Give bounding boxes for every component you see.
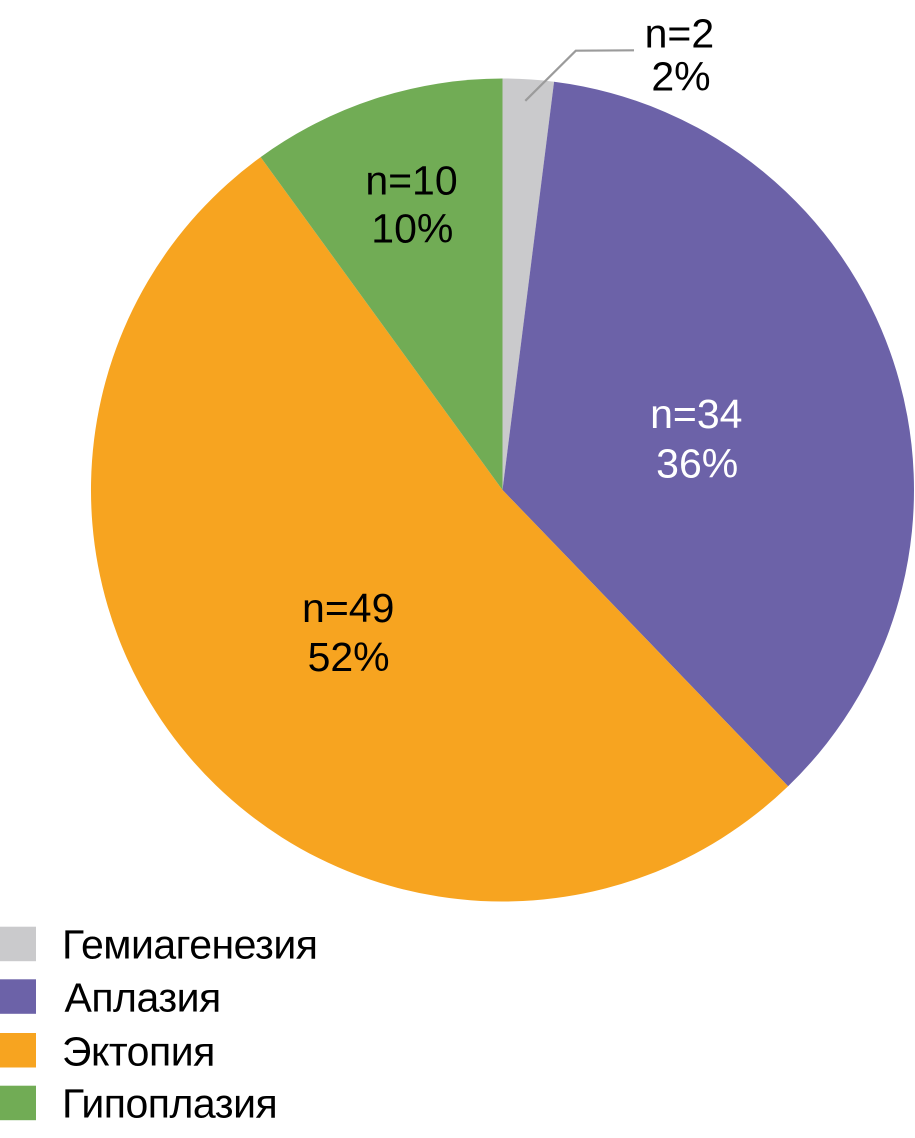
- svg-text:Гипоплазия: Гипоплазия: [62, 1081, 277, 1127]
- svg-text:n=34: n=34: [650, 391, 742, 437]
- svg-text:n=10: n=10: [365, 157, 457, 203]
- svg-text:Аплазия: Аплазия: [65, 974, 221, 1020]
- svg-text:2%: 2%: [651, 54, 710, 100]
- svg-text:Эктопия: Эктопия: [62, 1029, 215, 1075]
- svg-text:Гемиагенезия: Гемиагенезия: [62, 922, 317, 968]
- svg-text:n=49: n=49: [302, 585, 394, 631]
- svg-text:52%: 52%: [308, 634, 390, 680]
- svg-text:n=2: n=2: [645, 11, 715, 57]
- svg-text:36%: 36%: [656, 440, 738, 486]
- svg-text:10%: 10%: [371, 205, 453, 251]
